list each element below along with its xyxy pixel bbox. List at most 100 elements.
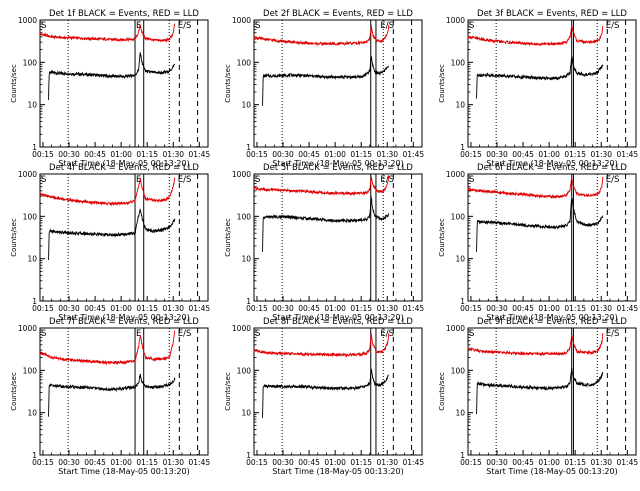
series-lld-line — [467, 25, 604, 47]
series-lld-line — [39, 330, 176, 366]
y-tick-label: 100 — [451, 58, 466, 67]
x-tick-label: 00:30 — [272, 304, 294, 313]
interval-flag: E/S — [606, 175, 620, 185]
y-tick-label: 100 — [237, 212, 252, 221]
x-tick-label: 01:30 — [590, 150, 612, 159]
x-axis-label: Start Time (18-May-05 00:13:20) — [272, 159, 403, 168]
x-tick-label: 01:00 — [110, 150, 132, 159]
interval-flag: S — [255, 329, 260, 339]
x-tick-label: 00:45 — [512, 150, 534, 159]
x-tick-label: 01:30 — [162, 304, 184, 313]
y-tick-label: 10 — [27, 255, 37, 264]
x-tick-label: 01:45 — [617, 458, 639, 467]
y-axis-label: Counts/sec — [438, 64, 446, 103]
detector-plot-4: Det 4f BLACK = Events, RED = LLD 1 10 100 10… — [10, 163, 211, 322]
y-tick-label: 1 — [246, 297, 251, 306]
x-axis-label: Start Time (18-May-05 00:13:20) — [486, 159, 617, 168]
plot-frame — [253, 173, 423, 302]
series-lld-line — [467, 176, 604, 200]
plot-frame — [467, 19, 637, 148]
y-tick-label: 100 — [23, 366, 38, 375]
x-tick-label: 01:00 — [538, 304, 560, 313]
x-tick-label: 01:45 — [189, 304, 211, 313]
x-tick-label: 01:15 — [564, 150, 586, 159]
x-tick-label: 00:15 — [32, 150, 54, 159]
x-axis-label: Start Time (18-May-05 00:13:20) — [272, 313, 403, 322]
x-tick-label: 01:00 — [324, 304, 346, 313]
detector-plot-3: Det 3f BLACK = Events, RED = LLD 1 10 100 10… — [438, 9, 638, 168]
x-tick-label: 00:15 — [246, 304, 268, 313]
detector-plot-6: Det 6f BLACK = Events, RED = LLD 1 10 100 10… — [438, 163, 639, 322]
interval-flag: S — [469, 329, 474, 339]
plot-frame — [253, 327, 423, 456]
x-tick-label: 01:00 — [110, 458, 132, 467]
x-tick-label: 01:45 — [617, 304, 639, 313]
y-tick-label: 1 — [32, 451, 37, 460]
y-tick-label: 1 — [246, 143, 251, 152]
detector-plot-grid: Det 1f BLACK = Events, RED = LLD 1 10 100 10… — [10, 9, 639, 476]
y-tick-label: 1000 — [446, 16, 465, 25]
interval-flag: E/S — [178, 329, 192, 339]
plot-frame — [467, 327, 637, 456]
x-tick-label: 01:30 — [162, 458, 184, 467]
x-tick-label: 00:45 — [298, 304, 320, 313]
x-tick-label: 01:30 — [590, 304, 612, 313]
y-tick-label: 1000 — [18, 324, 37, 333]
interval-flag: E — [136, 175, 141, 185]
y-tick-label: 1000 — [232, 324, 251, 333]
x-tick-label: 00:45 — [512, 304, 534, 313]
y-tick-label: 1 — [460, 451, 465, 460]
plot-frame — [39, 19, 209, 148]
y-tick-label: 10 — [241, 255, 251, 264]
x-tick-label: 00:45 — [84, 150, 106, 159]
x-tick-label: 00:15 — [460, 458, 482, 467]
y-tick-label: 1 — [32, 297, 37, 306]
plot-title: Det 9f BLACK = Events, RED = LLD — [477, 317, 627, 327]
y-tick-label: 100 — [237, 366, 252, 375]
interval-flag: E/S — [606, 329, 620, 339]
y-tick-label: 1000 — [18, 16, 37, 25]
x-tick-label: 01:15 — [564, 458, 586, 467]
x-tick-label: 00:45 — [84, 304, 106, 313]
y-axis-label: Counts/sec — [10, 64, 18, 103]
x-tick-label: 00:15 — [246, 150, 268, 159]
x-tick-label: 01:15 — [350, 304, 372, 313]
detector-plot-2: Det 2f BLACK = Events, RED = LLD 1 10 100 10… — [224, 9, 424, 168]
interval-flag: E/S — [606, 21, 620, 31]
x-tick-label: 00:15 — [460, 150, 482, 159]
x-tick-label: 00:45 — [84, 458, 106, 467]
y-tick-label: 100 — [451, 212, 466, 221]
x-tick-label: 00:30 — [272, 458, 294, 467]
interval-flag: S — [469, 175, 474, 185]
y-tick-label: 100 — [23, 212, 38, 221]
y-tick-label: 10 — [27, 101, 37, 110]
series-events-line — [48, 51, 175, 100]
detector-plot-8: Det 8f BLACK = Events, RED = LLD 1 10 100 10… — [224, 317, 424, 476]
y-tick-label: 10 — [455, 255, 465, 264]
x-axis-label: Start Time (18-May-05 00:13:20) — [58, 313, 189, 322]
plot-title: Det 2f BLACK = Events, RED = LLD — [263, 9, 413, 19]
x-tick-label: 00:30 — [58, 458, 80, 467]
series-events-line — [48, 373, 176, 417]
y-axis-label: Counts/sec — [438, 218, 446, 257]
plot-frame — [39, 173, 209, 302]
interval-flag: S — [41, 21, 46, 31]
x-tick-label: 00:30 — [58, 150, 80, 159]
plot-title: Det 6f BLACK = Events, RED = LLD — [477, 163, 627, 173]
plot-title: Det 3f BLACK = Events, RED = LLD — [477, 9, 627, 19]
x-tick-label: 00:45 — [298, 458, 320, 467]
y-axis-label: Counts/sec — [438, 372, 446, 411]
x-tick-label: 00:30 — [486, 150, 508, 159]
x-tick-label: 01:15 — [350, 150, 372, 159]
detector-plot-5: Det 5f BLACK = Events, RED = LLD 1 10 100 10… — [224, 163, 424, 322]
y-axis-label: Counts/sec — [224, 218, 232, 257]
y-tick-label: 100 — [451, 366, 466, 375]
interval-flag: S — [255, 175, 260, 185]
interval-flag: E/S — [178, 21, 192, 31]
series-events-line — [262, 195, 390, 252]
y-axis-label: Counts/sec — [10, 218, 18, 257]
y-tick-label: 1000 — [18, 170, 37, 179]
x-tick-label: 01:30 — [376, 458, 398, 467]
x-tick-label: 01:00 — [538, 150, 560, 159]
series-lld-line — [253, 24, 390, 47]
